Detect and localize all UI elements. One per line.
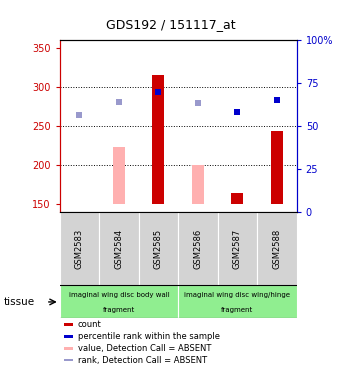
- Bar: [60, 285, 178, 318]
- Bar: [232, 193, 243, 205]
- Bar: [139, 212, 178, 285]
- Bar: [64, 347, 73, 350]
- Text: imaginal wing disc body wall: imaginal wing disc body wall: [69, 292, 169, 298]
- Text: tissue: tissue: [3, 297, 34, 307]
- Bar: [60, 212, 99, 285]
- Text: GDS192 / 151117_at: GDS192 / 151117_at: [106, 18, 235, 31]
- Text: rank, Detection Call = ABSENT: rank, Detection Call = ABSENT: [78, 355, 207, 365]
- Bar: [64, 335, 73, 338]
- Text: GSM2586: GSM2586: [193, 229, 203, 269]
- Bar: [271, 131, 283, 205]
- Bar: [64, 359, 73, 362]
- Bar: [178, 212, 218, 285]
- Bar: [257, 212, 297, 285]
- Bar: [64, 323, 73, 326]
- Text: GSM2585: GSM2585: [154, 229, 163, 269]
- Bar: [99, 212, 139, 285]
- Text: GSM2588: GSM2588: [272, 229, 281, 269]
- Text: fragment: fragment: [103, 307, 135, 313]
- Text: percentile rank within the sample: percentile rank within the sample: [78, 332, 220, 341]
- Text: GSM2584: GSM2584: [115, 229, 123, 269]
- Bar: [152, 75, 164, 205]
- Bar: [218, 212, 257, 285]
- Text: count: count: [78, 320, 101, 329]
- Text: value, Detection Call = ABSENT: value, Detection Call = ABSENT: [78, 344, 211, 353]
- Bar: [178, 285, 297, 318]
- Bar: [113, 147, 125, 205]
- Text: fragment: fragment: [221, 307, 254, 313]
- Text: imaginal wing disc wing/hinge: imaginal wing disc wing/hinge: [184, 292, 291, 298]
- Text: GSM2583: GSM2583: [75, 229, 84, 269]
- Bar: [192, 165, 204, 205]
- Text: GSM2587: GSM2587: [233, 229, 242, 269]
